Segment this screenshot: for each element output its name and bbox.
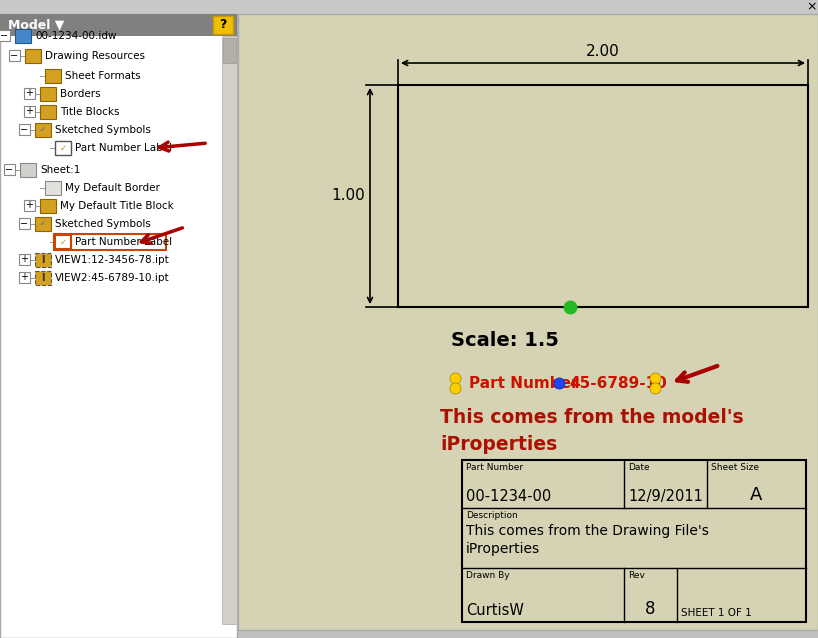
FancyBboxPatch shape — [398, 85, 808, 307]
Text: Borders: Borders — [60, 89, 101, 99]
Text: −: − — [20, 124, 29, 135]
FancyBboxPatch shape — [24, 200, 35, 211]
Text: +: + — [20, 272, 29, 283]
Text: −: − — [6, 165, 14, 175]
FancyBboxPatch shape — [213, 16, 233, 34]
FancyBboxPatch shape — [45, 181, 61, 195]
FancyBboxPatch shape — [9, 50, 20, 61]
Text: +: + — [25, 107, 34, 117]
Text: 00-1234-00: 00-1234-00 — [466, 489, 551, 504]
Text: +: + — [20, 255, 29, 265]
FancyBboxPatch shape — [24, 88, 35, 99]
FancyBboxPatch shape — [15, 29, 31, 43]
FancyBboxPatch shape — [25, 49, 41, 63]
Text: +: + — [25, 89, 34, 98]
Text: Sketched Symbols: Sketched Symbols — [55, 219, 151, 229]
FancyBboxPatch shape — [35, 217, 51, 231]
Text: 45-6789-10: 45-6789-10 — [569, 376, 667, 390]
FancyBboxPatch shape — [55, 235, 71, 249]
FancyBboxPatch shape — [0, 14, 237, 36]
FancyBboxPatch shape — [222, 36, 237, 624]
Text: Description: Description — [466, 511, 518, 520]
FancyBboxPatch shape — [223, 38, 236, 63]
Text: Title Blocks: Title Blocks — [60, 107, 119, 117]
Text: Sheet:1: Sheet:1 — [40, 165, 80, 175]
FancyBboxPatch shape — [24, 106, 35, 117]
Text: ✓: ✓ — [40, 221, 46, 227]
Text: Sheet Formats: Sheet Formats — [65, 71, 141, 81]
Text: 1.00: 1.00 — [331, 188, 365, 204]
Text: Sheet Size: Sheet Size — [711, 463, 759, 472]
Text: VIEW1:12-3456-78.ipt: VIEW1:12-3456-78.ipt — [55, 255, 170, 265]
FancyBboxPatch shape — [4, 164, 15, 175]
Text: I: I — [41, 255, 45, 265]
FancyBboxPatch shape — [462, 460, 806, 622]
Text: ✓: ✓ — [60, 237, 66, 246]
Text: +: + — [25, 200, 34, 211]
FancyBboxPatch shape — [0, 0, 818, 14]
Text: My Default Title Block: My Default Title Block — [60, 201, 173, 211]
FancyBboxPatch shape — [0, 30, 10, 41]
Text: ?: ? — [219, 19, 227, 31]
Text: Sketched Symbols: Sketched Symbols — [55, 125, 151, 135]
FancyBboxPatch shape — [0, 14, 237, 638]
Text: Scale: 1.5: Scale: 1.5 — [451, 330, 559, 350]
Text: I: I — [41, 273, 45, 283]
Text: ✓: ✓ — [40, 127, 46, 133]
FancyBboxPatch shape — [55, 141, 71, 155]
Text: 00-1234-00.idw: 00-1234-00.idw — [35, 31, 116, 41]
Text: Part Number: Part Number — [469, 376, 578, 390]
Text: This comes from the model's
iProperties: This comes from the model's iProperties — [440, 408, 744, 454]
FancyBboxPatch shape — [40, 199, 56, 213]
Text: Drawn By: Drawn By — [466, 571, 510, 580]
Text: Part Number Label: Part Number Label — [75, 237, 172, 247]
FancyBboxPatch shape — [35, 253, 51, 267]
FancyBboxPatch shape — [40, 105, 56, 119]
Text: My Default Border: My Default Border — [65, 183, 160, 193]
Text: SHEET 1 OF 1: SHEET 1 OF 1 — [681, 608, 752, 618]
Text: Drawing Resources: Drawing Resources — [45, 51, 145, 61]
FancyBboxPatch shape — [19, 272, 30, 283]
FancyBboxPatch shape — [35, 271, 51, 285]
FancyBboxPatch shape — [19, 254, 30, 265]
FancyBboxPatch shape — [238, 14, 818, 630]
FancyBboxPatch shape — [54, 234, 166, 250]
Text: −: − — [1, 31, 8, 40]
Text: Part Number Label: Part Number Label — [75, 143, 172, 153]
Text: CurtisW: CurtisW — [466, 603, 524, 618]
Text: This comes from the Drawing File's
iProperties: This comes from the Drawing File's iProp… — [466, 524, 709, 556]
FancyBboxPatch shape — [35, 123, 51, 137]
Text: 8: 8 — [645, 600, 656, 618]
Text: VIEW2:45-6789-10.ipt: VIEW2:45-6789-10.ipt — [55, 273, 169, 283]
Text: A: A — [750, 486, 762, 504]
FancyBboxPatch shape — [19, 218, 30, 229]
Text: 12/9/2011: 12/9/2011 — [628, 489, 703, 504]
Text: ×: × — [807, 1, 817, 13]
FancyBboxPatch shape — [40, 87, 56, 101]
Text: Model ▼: Model ▼ — [8, 19, 65, 31]
FancyBboxPatch shape — [19, 124, 30, 135]
FancyBboxPatch shape — [45, 69, 61, 83]
Text: Part Number: Part Number — [466, 463, 524, 472]
Text: −: − — [11, 50, 19, 61]
FancyBboxPatch shape — [20, 163, 36, 177]
Text: ✓: ✓ — [60, 144, 66, 152]
Text: 2.00: 2.00 — [587, 44, 620, 59]
Text: Date: Date — [628, 463, 649, 472]
Text: −: − — [20, 218, 29, 228]
Text: Rev: Rev — [628, 571, 645, 580]
